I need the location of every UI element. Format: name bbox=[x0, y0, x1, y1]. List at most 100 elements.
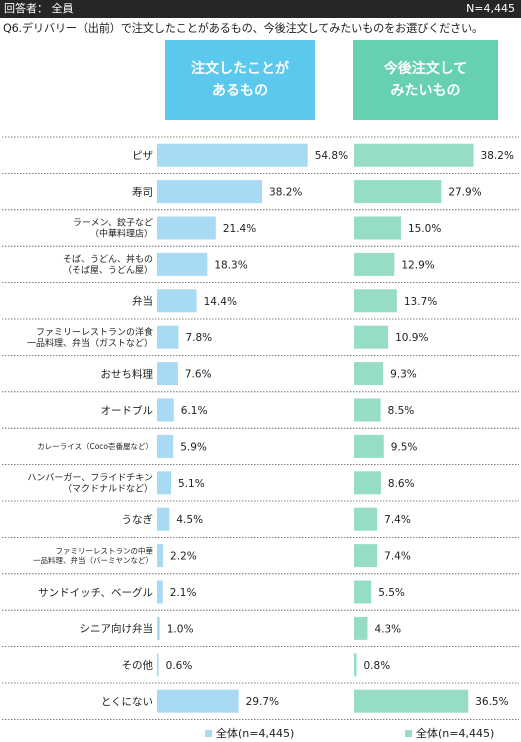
legend-label-want: 全体(n=4,445) bbox=[416, 727, 495, 740]
bar-want bbox=[354, 252, 395, 276]
bar-ordered bbox=[157, 544, 164, 568]
bar-want bbox=[354, 544, 378, 568]
value-label-ordered: 5.1% bbox=[178, 478, 205, 490]
bar-ordered bbox=[157, 616, 160, 640]
bar-ordered bbox=[157, 471, 172, 495]
value-label-want: 8.6% bbox=[388, 478, 415, 490]
bar-ordered bbox=[157, 180, 263, 204]
category-label: （そば屋、うどん屋） bbox=[63, 265, 153, 276]
bar-ordered bbox=[157, 362, 178, 386]
value-label-ordered: 0.6% bbox=[166, 660, 193, 672]
value-label-ordered: 7.6% bbox=[185, 369, 212, 381]
category-label: （中華料理店） bbox=[90, 228, 153, 240]
category-label: おせち料理 bbox=[101, 367, 154, 380]
value-label-want: 7.4% bbox=[384, 551, 411, 563]
category-label: とくにない bbox=[101, 696, 153, 708]
category-label: （マクドナルドなど） bbox=[63, 484, 153, 495]
bar-ordered bbox=[157, 216, 216, 240]
top-bar: 回答者： 全員 N=4,445 bbox=[0, 0, 521, 18]
category-label: ファミリーレストランの洋食 bbox=[36, 326, 153, 338]
bar-ordered bbox=[157, 580, 163, 604]
legend-item-ordered: 全体(n=4,445) bbox=[205, 725, 294, 741]
bar-want bbox=[354, 143, 474, 167]
value-label-ordered: 4.5% bbox=[176, 514, 203, 526]
legend-swatch-ordered bbox=[205, 729, 212, 737]
bar-want bbox=[354, 616, 368, 640]
value-label-ordered: 1.0% bbox=[167, 623, 194, 635]
bar-want bbox=[354, 398, 381, 422]
bar-want bbox=[354, 580, 372, 604]
value-label-ordered: 6.1% bbox=[181, 405, 208, 417]
legend-swatch-want bbox=[405, 729, 412, 737]
value-label-ordered: 5.9% bbox=[180, 441, 207, 453]
bar-ordered bbox=[157, 689, 239, 713]
column-header-want-line2: みたいもの bbox=[390, 83, 461, 99]
bar-want bbox=[354, 180, 442, 204]
bar-ordered bbox=[157, 653, 159, 677]
value-label-want: 36.5% bbox=[475, 696, 508, 708]
bar-ordered bbox=[157, 325, 179, 349]
value-label-want: 10.9% bbox=[395, 332, 428, 344]
column-header-ordered-line1: 注文したことが bbox=[191, 61, 289, 77]
category-label: ピザ bbox=[132, 150, 153, 162]
bar-ordered bbox=[157, 398, 174, 422]
value-label-want: 13.7% bbox=[404, 296, 437, 308]
category-label: ハンバーガー、フライドチキン bbox=[27, 473, 153, 484]
category-label: うなぎ bbox=[122, 513, 154, 526]
bar-ordered bbox=[157, 507, 170, 531]
bar-ordered bbox=[157, 143, 308, 167]
bar-want bbox=[354, 362, 384, 386]
bar-want bbox=[354, 507, 378, 531]
value-label-want: 4.3% bbox=[374, 623, 401, 635]
bar-ordered bbox=[157, 434, 174, 458]
value-label-want: 12.9% bbox=[401, 259, 434, 271]
category-label: ファミリーレストランの中華 bbox=[56, 546, 154, 556]
column-header-want: 今後注文して みたいもの bbox=[353, 40, 498, 120]
value-label-ordered: 2.2% bbox=[170, 551, 197, 563]
category-label: 一品料理、弁当（ガストなど） bbox=[27, 337, 153, 349]
sample-size-label: N=4,445 bbox=[466, 2, 515, 15]
category-label: 寿司 bbox=[132, 185, 153, 198]
bar-ordered bbox=[157, 289, 197, 313]
value-label-want: 5.5% bbox=[378, 587, 405, 599]
value-label-want: 0.8% bbox=[364, 660, 391, 672]
value-label-want: 15.0% bbox=[408, 223, 441, 235]
bar-want bbox=[354, 434, 384, 458]
category-label: サンドイッチ、ベーグル bbox=[38, 586, 153, 599]
category-label: ラーメン、餃子など bbox=[73, 217, 153, 229]
bar-want bbox=[354, 289, 397, 313]
category-label: そば、うどん、丼もの bbox=[63, 253, 153, 265]
bar-ordered bbox=[157, 252, 208, 276]
bar-want bbox=[354, 689, 469, 713]
column-header-ordered-line2: あるもの bbox=[212, 83, 268, 99]
value-label-want: 9.3% bbox=[390, 369, 417, 381]
value-label-want: 7.4% bbox=[384, 514, 411, 526]
legend-label-ordered: 全体(n=4,445) bbox=[216, 727, 295, 740]
value-label-want: 27.9% bbox=[448, 187, 481, 199]
value-label-want: 8.5% bbox=[388, 405, 415, 417]
question-text: Q6.デリバリー（出前）で注文したことがあるもの、今後注文してみたいものをお選び… bbox=[3, 22, 484, 35]
value-label-ordered: 29.7% bbox=[246, 696, 279, 708]
category-label: オードブル bbox=[101, 404, 154, 417]
bar-want bbox=[354, 471, 381, 495]
value-label-ordered: 2.1% bbox=[170, 587, 197, 599]
value-label-ordered: 38.2% bbox=[269, 187, 302, 199]
legend-item-want: 全体(n=4,445) bbox=[405, 725, 494, 741]
value-label-want: 9.5% bbox=[391, 441, 418, 453]
bar-want bbox=[354, 325, 389, 349]
bar-want bbox=[354, 216, 401, 240]
value-label-ordered: 7.8% bbox=[185, 332, 212, 344]
value-label-ordered: 18.3% bbox=[214, 259, 247, 271]
value-label-ordered: 14.4% bbox=[204, 296, 237, 308]
category-label: その他 bbox=[122, 659, 154, 672]
value-label-ordered: 54.8% bbox=[315, 150, 348, 162]
value-label-ordered: 21.4% bbox=[223, 223, 256, 235]
respondent-label: 回答者： 全員 bbox=[4, 2, 74, 15]
column-header-want-line1: 今後注文して bbox=[383, 61, 468, 77]
category-label: カレーライス（Coco壱番屋など） bbox=[37, 441, 153, 451]
category-label: 一品料理、弁当（バーミヤンなど） bbox=[33, 555, 153, 565]
value-label-want: 38.2% bbox=[481, 150, 514, 162]
bar-want bbox=[354, 653, 357, 677]
legend: 全体(n=4,445) 全体(n=4,445) bbox=[0, 725, 521, 741]
